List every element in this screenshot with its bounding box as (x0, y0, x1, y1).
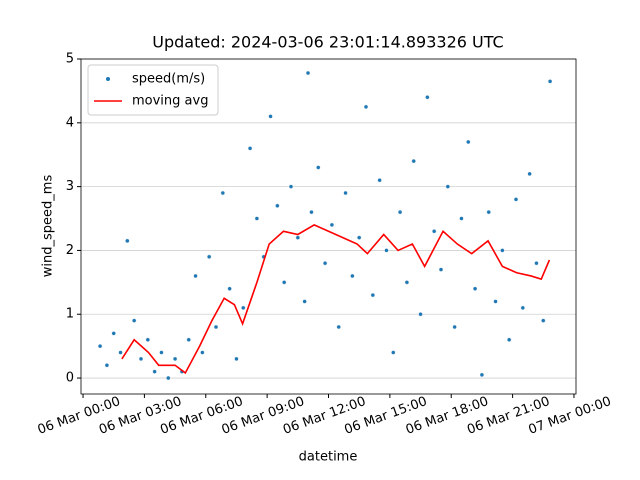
scatter-point (459, 216, 464, 221)
scatter-point (295, 235, 301, 240)
scatter-point (445, 184, 451, 189)
scatter-point (377, 178, 382, 183)
scatter-point (370, 292, 376, 298)
scatter-point (172, 356, 178, 362)
scatter-point (241, 305, 246, 311)
scatter-point (111, 331, 116, 336)
scatter-point (527, 171, 532, 177)
scatter-point (227, 286, 232, 291)
scatter-point (500, 248, 505, 253)
scatter-point (350, 273, 355, 279)
scatter-point (152, 369, 157, 374)
scatter-point (404, 280, 410, 285)
scatter-point (425, 95, 430, 100)
scatter-point (193, 273, 198, 279)
scatter-point (275, 203, 280, 208)
y-tick-label: 2 (66, 243, 74, 258)
chart-title: Updated: 2024-03-06 23:01:14.893326 UTC (152, 33, 503, 52)
scatter-point (302, 299, 307, 304)
scatter-point (247, 146, 253, 151)
scatter-point (391, 350, 396, 355)
scatter-point (322, 260, 328, 266)
scatter-point (541, 318, 546, 323)
scatter-point (305, 70, 311, 76)
scatter-point (520, 305, 526, 311)
scatter-point (131, 318, 137, 323)
scatter-point (138, 356, 144, 362)
scatter-point (336, 324, 341, 330)
x-axis-label: datetime (299, 450, 358, 465)
scatter-point (329, 222, 335, 228)
scatter-point (316, 165, 321, 170)
scatter-point (166, 375, 171, 381)
axes-frame (80, 58, 577, 395)
scatter-point (418, 312, 423, 317)
scatter-point (452, 324, 457, 330)
legend-swatch (106, 77, 110, 81)
scatter-point (309, 209, 314, 215)
legend-label: moving avg (132, 94, 208, 109)
scatter-point (97, 343, 103, 349)
scatter-point (104, 363, 110, 368)
scatter-point (206, 254, 212, 260)
y-tick-label: 1 (66, 307, 74, 322)
scatter-point (200, 350, 205, 355)
scatter-point (411, 158, 416, 164)
legend-box (87, 64, 219, 116)
scatter-point (493, 299, 498, 304)
y-tick-label: 4 (66, 115, 74, 130)
scatter-point (288, 184, 294, 189)
scatter-point (268, 114, 273, 119)
scatter-point (159, 350, 164, 355)
scatter-point (254, 216, 260, 221)
scatter-point (234, 356, 239, 362)
scatter-point (281, 280, 287, 285)
scatter-point (145, 337, 151, 342)
scatter-point (363, 104, 369, 110)
scatter-point (438, 267, 444, 272)
y-tick-label: 3 (66, 179, 74, 194)
scatter-point (220, 190, 226, 196)
scatter-point (431, 229, 437, 234)
scatter-point (384, 248, 389, 253)
scatter-point (513, 197, 519, 202)
scatter-point (356, 235, 362, 240)
legend-label: speed(m/s) (132, 72, 205, 87)
scatter-point (118, 350, 123, 355)
scatter-point (486, 209, 491, 215)
y-tick-label: 0 (66, 371, 74, 386)
scatter-point (472, 286, 478, 291)
y-axis-label: wind_speed_ms (41, 175, 56, 278)
scatter-point (343, 190, 348, 196)
scatter-point (547, 79, 553, 84)
scatter-point (479, 372, 485, 378)
legend: speed(m/s) moving avg (87, 64, 219, 116)
scatter-point (397, 209, 403, 215)
scatter-point (213, 324, 219, 330)
scatter-point (506, 337, 512, 342)
scatter-point (534, 260, 539, 266)
moving-avg-line (121, 224, 551, 375)
scatter-point (125, 238, 130, 244)
y-tick-label: 5 (66, 52, 74, 67)
scatter-point (186, 337, 191, 342)
scatter-point (466, 139, 471, 145)
